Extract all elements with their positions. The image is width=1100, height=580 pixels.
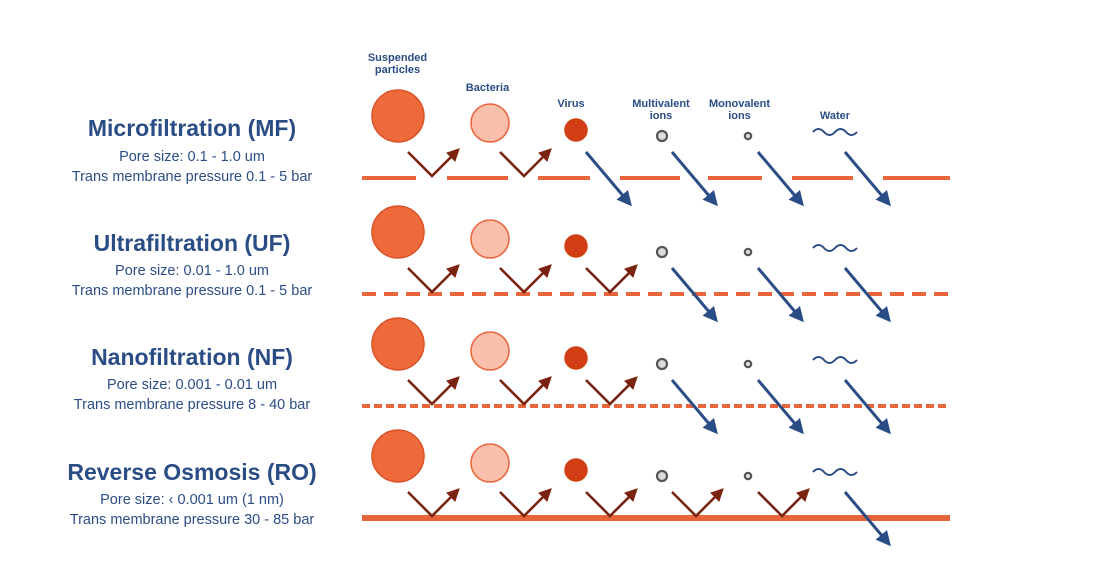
water-wave-icon [812,128,858,136]
reject-arrow [585,264,638,294]
reject-arrow [499,376,552,406]
pass-arrow [843,491,891,547]
virus-particle [564,458,588,482]
row-pore-nf: Pore size: 0.001 - 0.01 um [106,377,278,393]
multivalent-particle [655,245,669,259]
virus-particle [564,346,588,370]
bacteria-particle [470,219,510,259]
reject-arrow [585,376,638,406]
virus-particle [564,118,588,142]
bacteria-particle [470,443,510,483]
reject-arrow [499,488,552,518]
header-multivalent-ions: Multivalent ions [632,98,690,122]
pass-arrow [756,379,804,435]
monovalent-particle [743,131,753,141]
pass-arrow [584,151,632,207]
reject-arrow [499,148,552,178]
row-pore-ro: Pore size: ‹ 0.001 um (1 nm) [100,492,284,508]
header-bacteria: Bacteria [465,82,510,94]
header-virus: Virus [557,98,585,110]
multivalent-particle [655,129,669,143]
pass-arrow [756,151,804,207]
virus-particle [564,234,588,258]
water-wave-icon [812,468,858,476]
pass-arrow [670,151,718,207]
row-title-uf: Ultrafiltration (UF) [93,230,291,256]
row-pressure-nf: Trans membrane pressure 8 - 40 bar [73,397,311,413]
multivalent-particle [655,357,669,371]
suspended-particle [371,205,425,259]
row-pressure-ro: Trans membrane pressure 30 - 85 bar [69,512,315,528]
multivalent-particle [655,469,669,483]
pass-arrow [670,267,718,323]
row-title-ro: Reverse Osmosis (RO) [67,459,317,485]
bacteria-particle [470,331,510,371]
reject-arrow [499,264,552,294]
water-wave-icon [812,244,858,252]
pass-arrow [670,379,718,435]
reject-arrow [407,148,460,178]
reject-arrow [407,488,460,518]
pass-arrow [756,267,804,323]
pass-arrow [843,379,891,435]
row-title-nf: Nanofiltration (NF) [91,344,293,370]
row-pressure-mf: Trans membrane pressure 0.1 - 5 bar [71,169,313,185]
header-suspended-particles: Suspended particles [367,52,428,76]
monovalent-particle [743,471,753,481]
row-pore-mf: Pore size: 0.1 - 1.0 um [119,149,265,165]
reject-arrow [585,488,638,518]
pass-arrow [843,151,891,207]
monovalent-particle [743,359,753,369]
row-pressure-uf: Trans membrane pressure 0.1 - 5 bar [71,283,313,299]
bacteria-particle [470,103,510,143]
reject-arrow [757,488,810,518]
monovalent-particle [743,247,753,257]
row-pore-uf: Pore size: 0.01 - 1.0 um [115,263,269,279]
header-monovalent-ions: Monovalent ions [708,98,771,122]
water-wave-icon [812,356,858,364]
header-water: Water [819,110,851,122]
reject-arrow [407,264,460,294]
row-title-mf: Microfiltration (MF) [87,115,297,141]
pass-arrow [843,267,891,323]
suspended-particle [371,317,425,371]
suspended-particle [371,429,425,483]
suspended-particle [371,89,425,143]
reject-arrow [671,488,724,518]
reject-arrow [407,376,460,406]
